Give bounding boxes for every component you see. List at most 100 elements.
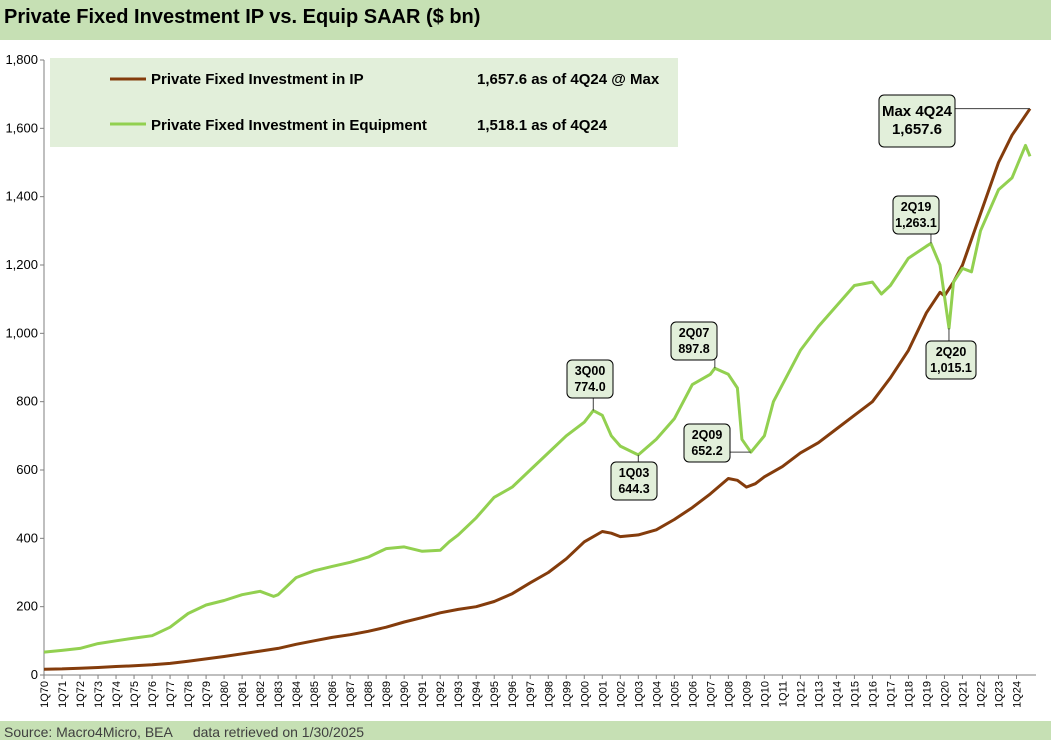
x-tick-label: 1Q71 [57,681,69,708]
x-tick-label: 1Q17 [885,681,897,708]
x-tick-label: 1Q90 [399,681,411,708]
plot-area [0,40,1051,721]
annotation-box [610,461,658,501]
legend-label-equipment: Private Fixed Investment in Equipment [151,117,427,134]
annotation-box [683,423,731,463]
series-lines [43,107,1032,671]
x-tick-label: 1Q89 [381,681,393,708]
x-tick-label: 1Q23 [993,681,1005,708]
x-tick-label: 1Q12 [795,681,807,708]
annotation-label: 1Q03 [619,466,650,480]
x-tick-label: 1Q19 [921,681,933,708]
x-tick-label: 1Q73 [93,681,105,708]
y-tick-label: 0 [31,667,38,682]
y-tick-label: 400 [16,530,38,545]
x-tick-label: 1Q93 [453,681,465,708]
y-tick-label: 1,000 [5,325,38,340]
x-tick-label: 1Q74 [111,681,123,708]
annotation-value: 897.8 [678,342,709,356]
x-tick-label: 1Q77 [165,681,177,708]
axes: 0 200 400 600 800 1,000 1,200 1,400 1,600 1,800 1Q… [5,52,1036,708]
x-tick-label: 1Q11 [777,681,789,707]
x-tick-label: 1Q87 [345,681,357,708]
retrieved-text: data retrieved on 1/30/2025 [192,724,365,740]
series-line-equipment [43,143,1032,654]
x-tick-label: 1Q75 [129,681,141,708]
annotation-box [878,94,956,148]
x-tick-label: 1Q99 [561,681,573,708]
x-tick-label: 1Q18 [903,681,915,708]
x-tick-label: 1Q83 [273,681,285,708]
x-tick-label: 1Q92 [435,681,447,708]
annotation-value: 1,015.1 [930,361,972,375]
x-tick-label: 1Q96 [507,681,519,708]
x-tick-label: 1Q01 [597,681,609,708]
x-tick-label: 1Q79 [201,681,213,708]
annotation-value: 1,657.6 [892,121,942,138]
x-tick-label: 1Q72 [75,681,87,708]
x-tick-label: 1Q24 [1011,681,1023,708]
legend-value-equipment: 1,518.1 as of 4Q24 [477,117,608,134]
x-tick-label: 1Q15 [849,681,861,708]
x-tick-label: 1Q04 [651,681,663,708]
x-tick-label: 1Q84 [291,681,303,708]
x-tick-label: 1Q02 [615,681,627,708]
x-tick-label: 1Q22 [975,681,987,708]
x-tick-label: 1Q21 [957,681,969,708]
series-line-ip [43,107,1032,671]
x-tick-label: 1Q78 [183,681,195,708]
x-tick-label: 1Q05 [669,681,681,708]
x-tick-label: 1Q81 [237,681,249,708]
x-tick-label: 1Q70 [39,681,51,708]
x-tick-label: 1Q95 [489,681,501,708]
x-tick-label: 1Q06 [687,681,699,708]
x-tick-label: 1Q07 [705,681,717,708]
y-tick-label: 600 [16,462,38,477]
source-note: Source: Macro4Micro, BEA data retrieved o… [4,724,364,740]
annotation-value: 1,263.1 [895,216,937,230]
annotation-value: 644.3 [618,482,649,496]
x-tick-label: 1Q91 [417,681,429,708]
x-tick-label: 1Q97 [525,681,537,708]
x-tick-label: 1Q20 [939,681,951,708]
x-tick-label: 1Q82 [255,681,267,708]
x-tick-label: 1Q76 [147,681,159,708]
legend: Private Fixed Investment in IP 1,657.6 a… [50,58,678,147]
legend-value-ip: 1,657.6 as of 4Q24 @ Max [477,71,660,88]
x-tick-label: 1Q98 [543,681,555,708]
source-text: Source: Macro4Micro, BEA [4,724,173,740]
annotation-box [566,359,614,399]
x-tick-label: 1Q08 [723,681,735,708]
x-tick-label: 1Q86 [327,681,339,708]
y-tick-label: 200 [16,599,38,614]
x-tick-label: 1Q88 [363,681,375,708]
legend-background [50,58,678,147]
annotation-label: 2Q19 [901,200,932,214]
x-tick-label: 1Q16 [867,681,879,708]
x-tick-label: 1Q00 [579,681,591,708]
legend-label-ip: Private Fixed Investment in IP [151,71,364,88]
annotation-label: Max 4Q24 [882,103,953,120]
x-tick-label: 1Q80 [219,681,231,708]
y-tick-label: 1,200 [5,257,38,272]
x-tick-label: 1Q85 [309,681,321,708]
annotation-box [670,321,718,361]
x-tick-label: 1Q14 [831,681,843,708]
x-tick-label: 1Q03 [633,681,645,708]
x-tick-label: 1Q10 [759,681,771,708]
annotation-box [925,340,977,380]
x-tick-label: 1Q94 [471,681,483,708]
annotation-value: 652.2 [691,444,722,458]
y-tick-label: 1,600 [5,120,38,135]
annotation-value: 774.0 [574,380,605,394]
y-tick-label: 1,400 [5,189,38,204]
annotation-label: 2Q07 [679,326,710,340]
y-tick-label: 800 [16,394,38,409]
annotation-label: 3Q00 [575,364,606,378]
annotations: 3Q00 774.0 1Q03 644.3 2Q07 897.8 2Q09 652.2 2Q19… [566,94,1030,501]
x-tick-label: 1Q13 [813,681,825,708]
annotation-label: 2Q09 [692,428,723,442]
y-tick-label: 1,800 [5,52,38,67]
annotation-label: 2Q20 [936,345,967,359]
